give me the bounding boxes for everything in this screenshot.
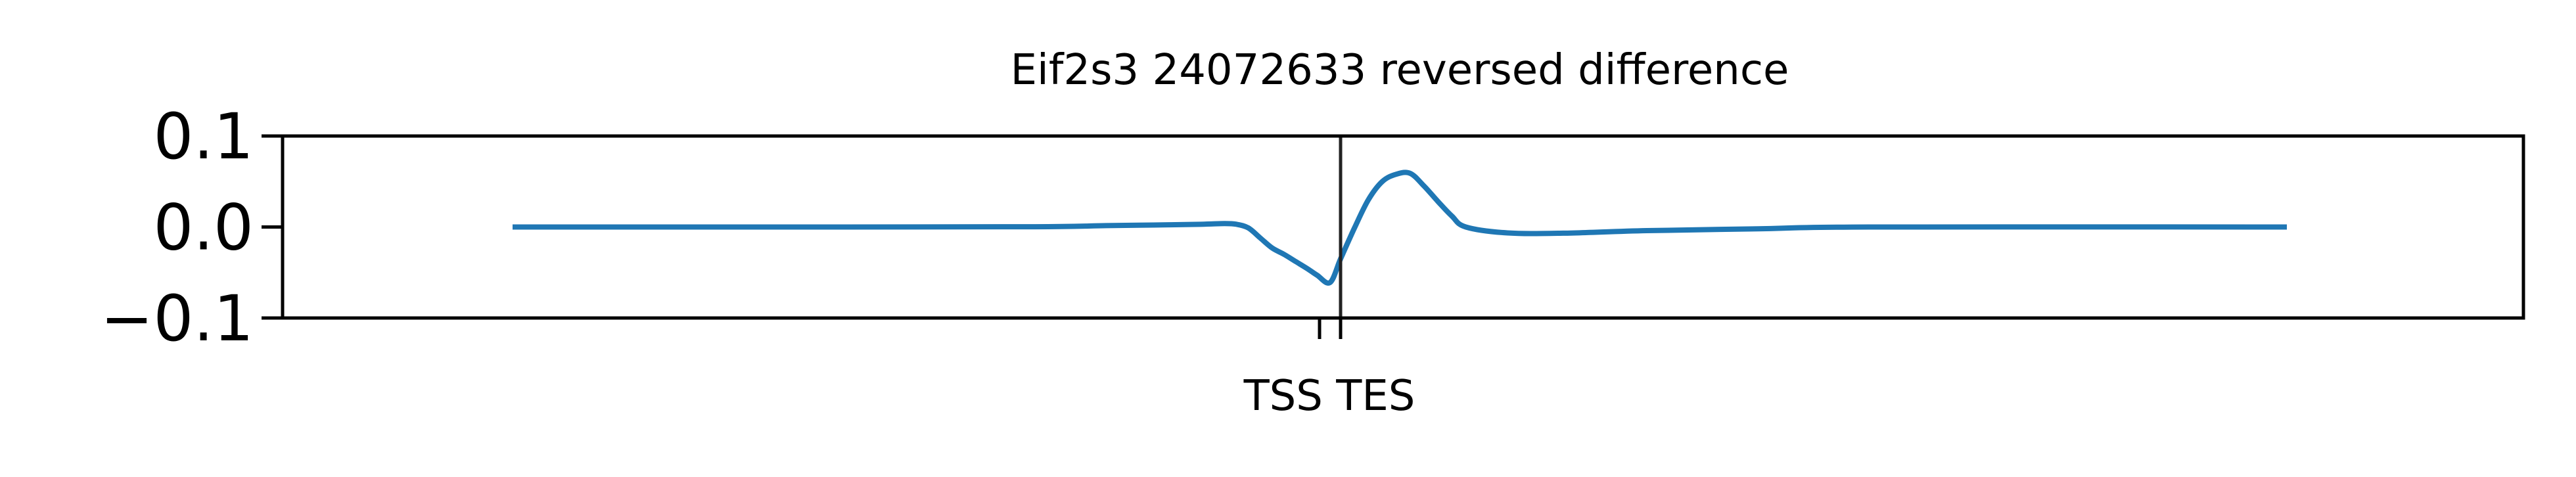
y-axis: 0.1 0.0 −0.1 [101, 100, 283, 355]
y-tick-label: 0.1 [153, 100, 254, 173]
data-series-line [512, 170, 2288, 286]
plot-area [512, 136, 2288, 318]
y-tick-label: 0.0 [153, 191, 254, 265]
x-axis [1318, 318, 1343, 339]
x-tick-label-tss-tes: TSS TES [1243, 372, 1415, 420]
y-tick-label: −0.1 [101, 282, 254, 355]
chart-title: Eif2s3 24072633 reversed difference [1011, 46, 1789, 95]
